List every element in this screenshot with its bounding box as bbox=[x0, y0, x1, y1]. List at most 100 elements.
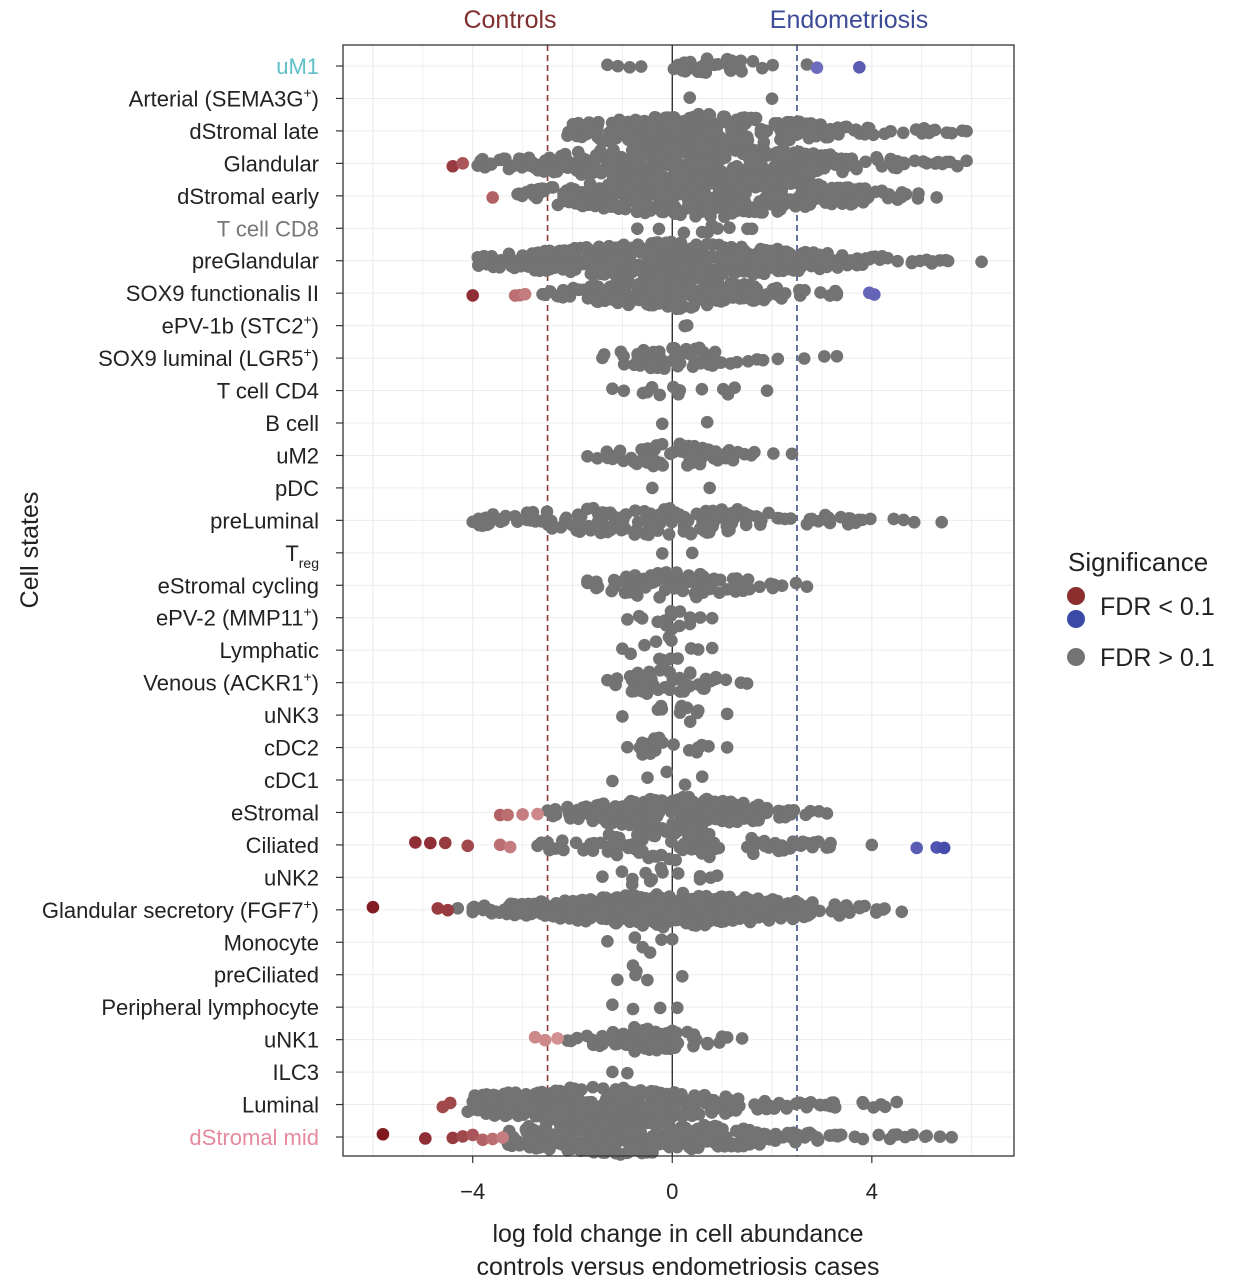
data-point bbox=[643, 1116, 657, 1130]
data-point bbox=[800, 58, 814, 71]
row-points bbox=[606, 765, 709, 791]
data-point bbox=[584, 179, 597, 192]
data-point bbox=[674, 236, 688, 250]
data-point bbox=[602, 239, 616, 253]
significant-point bbox=[443, 1096, 457, 1110]
data-point bbox=[616, 574, 630, 588]
data-point bbox=[515, 189, 529, 203]
data-point bbox=[905, 256, 919, 270]
data-point bbox=[811, 1133, 825, 1147]
data-point bbox=[683, 199, 697, 212]
data-point bbox=[686, 1031, 700, 1045]
data-point bbox=[662, 911, 676, 925]
data-point bbox=[701, 1037, 714, 1051]
data-point bbox=[683, 91, 697, 104]
data-point bbox=[653, 1001, 667, 1015]
row-points bbox=[471, 235, 988, 286]
data-point bbox=[531, 163, 545, 177]
data-point bbox=[608, 1038, 622, 1051]
data-point bbox=[621, 613, 634, 626]
data-point bbox=[809, 129, 823, 143]
data-point bbox=[585, 1033, 599, 1047]
data-point bbox=[639, 290, 653, 304]
data-point bbox=[951, 159, 964, 173]
data-point bbox=[517, 1101, 530, 1115]
data-point bbox=[670, 1125, 684, 1139]
data-point bbox=[480, 1090, 494, 1104]
data-point bbox=[630, 280, 644, 293]
data-point bbox=[690, 706, 704, 720]
data-point bbox=[660, 139, 673, 153]
data-point bbox=[680, 319, 694, 332]
data-point bbox=[641, 190, 654, 204]
data-point bbox=[509, 901, 523, 914]
y-tick-label: Glandular secretory (FGF7+) bbox=[42, 896, 319, 923]
data-point bbox=[703, 143, 717, 156]
data-point bbox=[628, 146, 642, 160]
significant-point bbox=[456, 157, 470, 170]
data-point bbox=[823, 254, 837, 268]
significant-point bbox=[466, 289, 480, 302]
data-point bbox=[609, 449, 623, 463]
significant-point bbox=[853, 61, 866, 74]
data-point bbox=[594, 144, 607, 157]
data-point bbox=[663, 502, 676, 515]
data-point bbox=[497, 903, 511, 917]
data-point bbox=[891, 254, 904, 268]
data-point bbox=[738, 910, 752, 924]
data-point bbox=[703, 481, 716, 495]
row-points bbox=[616, 699, 734, 728]
data-point bbox=[563, 1137, 577, 1150]
data-point bbox=[593, 191, 606, 205]
data-point bbox=[502, 247, 516, 261]
data-point bbox=[474, 154, 487, 168]
data-point bbox=[740, 130, 754, 144]
significant-point bbox=[446, 159, 460, 173]
significant-point bbox=[461, 839, 475, 853]
data-point bbox=[730, 129, 743, 143]
significant-point bbox=[446, 1131, 460, 1145]
data-point bbox=[513, 1139, 526, 1152]
data-point bbox=[671, 652, 684, 665]
data-point bbox=[817, 350, 831, 363]
data-point bbox=[567, 118, 581, 131]
data-point bbox=[696, 586, 710, 599]
data-point bbox=[685, 546, 699, 560]
data-point bbox=[853, 901, 866, 915]
data-point bbox=[700, 156, 714, 170]
data-point bbox=[805, 152, 819, 166]
data-point bbox=[642, 200, 656, 214]
data-point bbox=[569, 1124, 582, 1137]
data-point bbox=[695, 846, 709, 859]
data-point bbox=[865, 838, 879, 852]
data-point bbox=[508, 259, 521, 273]
data-point bbox=[615, 523, 628, 537]
data-point bbox=[490, 1107, 504, 1120]
data-point bbox=[878, 902, 891, 915]
y-tick-label: Treg bbox=[285, 541, 319, 571]
significant-point bbox=[476, 1133, 489, 1147]
data-point bbox=[772, 844, 785, 858]
data-point bbox=[875, 159, 889, 173]
data-point bbox=[547, 808, 560, 822]
significant-point bbox=[528, 1030, 542, 1044]
significant-point bbox=[441, 903, 455, 917]
data-point bbox=[673, 171, 687, 184]
data-point bbox=[724, 64, 738, 77]
data-point bbox=[955, 124, 969, 138]
data-point bbox=[596, 870, 609, 883]
data-point bbox=[649, 635, 663, 648]
data-point bbox=[706, 1125, 720, 1139]
data-point bbox=[756, 353, 770, 367]
data-point bbox=[772, 1096, 786, 1110]
data-point bbox=[667, 899, 680, 913]
y-tick-label: Lymphatic bbox=[220, 638, 319, 663]
data-point bbox=[741, 222, 754, 236]
data-point bbox=[652, 222, 666, 236]
data-point bbox=[634, 246, 648, 259]
data-point bbox=[528, 1103, 542, 1117]
data-point bbox=[639, 866, 652, 880]
data-point bbox=[592, 240, 606, 254]
data-point bbox=[611, 915, 624, 929]
